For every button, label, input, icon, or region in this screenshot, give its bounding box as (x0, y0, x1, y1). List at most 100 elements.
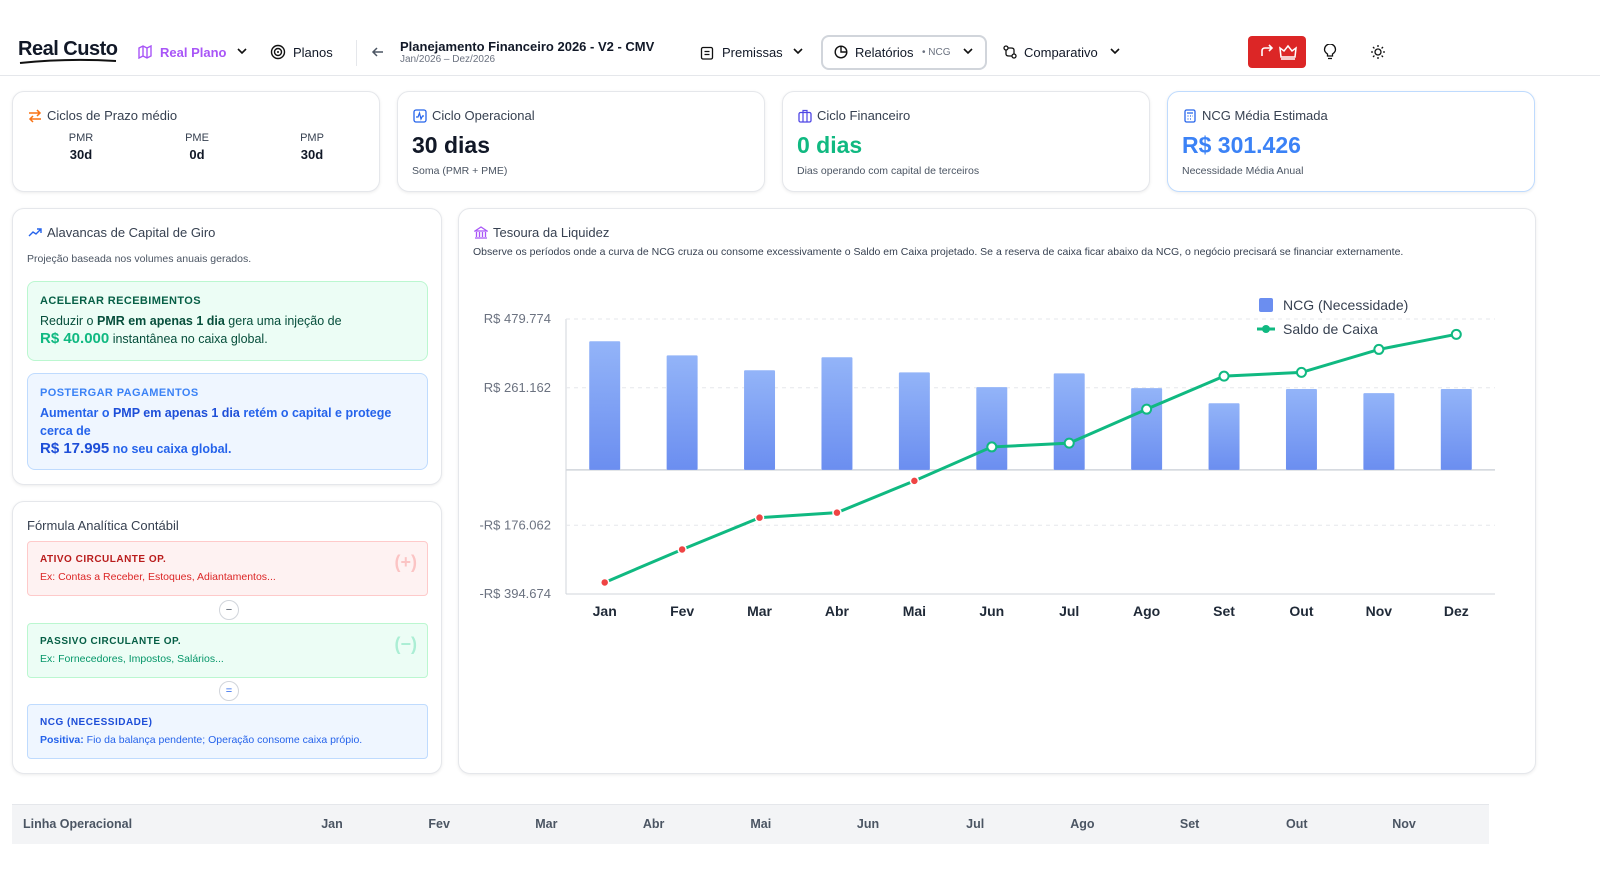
x-tick-label: Jan (593, 603, 617, 619)
legend-swatch (1259, 298, 1273, 312)
bar (1131, 388, 1163, 470)
y-tick-label: -R$ 176.062 (479, 517, 551, 532)
bar (1285, 389, 1317, 470)
month-header: Fev (428, 817, 450, 831)
month-header: Ago (1070, 817, 1095, 831)
operator: − (219, 600, 239, 620)
bar (1440, 389, 1472, 470)
chart: -R$ 394.674 -R$ 176.062 R$ 261.162 R$ 479.7… (479, 297, 1495, 619)
lever-text: retém o capital e protege cerca de (40, 406, 392, 438)
chevron (963, 48, 973, 55)
y-tick-label: R$ 261.162 (484, 380, 551, 395)
financial-card: Ciclo Financeiro 0 dias Dias operando co… (782, 91, 1150, 192)
bar (976, 387, 1008, 470)
formula-ncg: NCG (NECESSIDADE) Positiva: Fio da balan… (27, 704, 428, 759)
pulse-icon (413, 109, 427, 123)
metric-label: PMR (68, 132, 94, 144)
divider (356, 40, 357, 66)
legend-swatch (1262, 325, 1270, 333)
metric-label: PME (185, 132, 209, 144)
plan-selector[interactable]: Real Plano (160, 45, 227, 60)
x-tick-label: Mai (903, 603, 926, 619)
table-header: Linha Operacional Jan Fev Mar Abr Mai Jun Jul Ag… (12, 804, 1489, 844)
nav-label: Relatórios (855, 45, 914, 60)
top-bar: Real Custo Real Plano Planos Planejament… (0, 0, 1600, 76)
bank-icon (474, 226, 488, 239)
line-point (1295, 366, 1307, 378)
card-title: Ciclos de Prazo médio (47, 108, 178, 123)
metric-value: 30d (69, 147, 93, 162)
logo-underline (19, 58, 117, 64)
legend-label: NCG (Necessidade) (1283, 297, 1408, 313)
bar (1053, 373, 1085, 470)
formula-heading: ATIVO CIRCULANTE OP. (40, 554, 167, 565)
x-tick-label: Out (1289, 603, 1313, 619)
month-header: Jan (321, 817, 343, 831)
month-header: Mar (535, 817, 558, 831)
nav-comparativo[interactable]: Comparativo (1024, 45, 1098, 60)
line-point (1373, 343, 1385, 355)
calculator-icon (1184, 109, 1196, 123)
month-header: Out (1286, 817, 1308, 831)
ncg-card: NCG Média Estimada R$ 301.426 Necessidad… (1167, 91, 1535, 192)
lever-text: Aumentar o (40, 406, 113, 420)
lever-heading: POSTERGAR PAGAMENTOS (40, 387, 199, 399)
theme-button[interactable] (1370, 44, 1386, 60)
y-tick-label: R$ 479.774 (484, 311, 551, 326)
operator: = (219, 681, 239, 701)
briefcase-icon (798, 109, 812, 123)
formula-text: Ex: Fornecedores, Impostos, Salários... (40, 653, 224, 665)
formula-heading: NCG (NECESSIDADE) (40, 717, 153, 728)
nav-badge: • NCG (922, 47, 951, 58)
line-point (1141, 403, 1153, 415)
formula-assets: ATIVO CIRCULANTE OP. Ex: Contas a Recebe… (27, 541, 428, 596)
chart-subtitle: Observe os períodos onde a curva de NCG … (473, 246, 1404, 258)
line-point (986, 441, 998, 453)
column-header: Linha Operacional (23, 817, 133, 831)
trend-icon (28, 228, 42, 237)
formula-heading: PASSIVO CIRCULANTE OP. (40, 636, 182, 647)
line-point (1218, 370, 1230, 382)
card-title: Ciclo Operacional (432, 108, 535, 123)
cycles-card: Ciclos de Prazo médio PMR 30d PME 0d PMP… (12, 91, 380, 192)
metric-value: 0d (189, 147, 205, 162)
chevron (237, 48, 247, 55)
pie-icon (834, 45, 848, 59)
chevron (793, 48, 803, 55)
nav-relatorios[interactable] (821, 35, 987, 70)
idea-button[interactable] (1323, 44, 1337, 60)
levers-card: Alavancas de Capital de Giro Projeção ba… (12, 208, 442, 485)
line-point (1450, 328, 1462, 340)
plan-period: Jan/2026 – Dez/2026 (400, 54, 496, 65)
plans-link[interactable]: Planos (293, 45, 333, 60)
map-icon (138, 45, 152, 59)
card-title: Fórmula Analítica Contábil (27, 518, 179, 533)
y-tick-label: -R$ 394.674 (479, 586, 551, 601)
lever-text: gera uma injeção de (224, 314, 342, 328)
bar (666, 355, 698, 470)
card-title: Alavancas de Capital de Giro (47, 225, 216, 240)
line-point (909, 476, 920, 486)
card-note: Dias operando com capital de terceiros (797, 165, 980, 177)
chevron (1110, 48, 1120, 55)
operational-card: Ciclo Operacional 30 dias Soma (PMR + PM… (397, 91, 765, 192)
premium-button[interactable] (1248, 36, 1306, 68)
lever-text: no seu caixa global. (109, 442, 232, 456)
logo[interactable]: Real Custo (18, 38, 118, 60)
month-header: Abr (642, 817, 665, 831)
nav-premissas[interactable]: Premissas (722, 45, 783, 60)
card-note: Necessidade Média Anual (1182, 165, 1304, 177)
bar (1208, 403, 1240, 470)
x-tick-label: Jun (979, 603, 1004, 619)
x-tick-label: Abr (825, 603, 850, 619)
formula-text: Fio da balança pendente; Operação consom… (83, 734, 363, 746)
back-button[interactable] (371, 45, 385, 59)
lever-text: Reduzir o (40, 314, 97, 328)
plan-title: Planejamento Financeiro 2026 - V2 - CMV (400, 39, 655, 54)
x-tick-label: Jul (1059, 603, 1079, 619)
line-point (1063, 437, 1075, 449)
target-icon (270, 44, 286, 60)
formula-liabilities: PASSIVO CIRCULANTE OP. Ex: Fornecedores,… (27, 623, 428, 678)
